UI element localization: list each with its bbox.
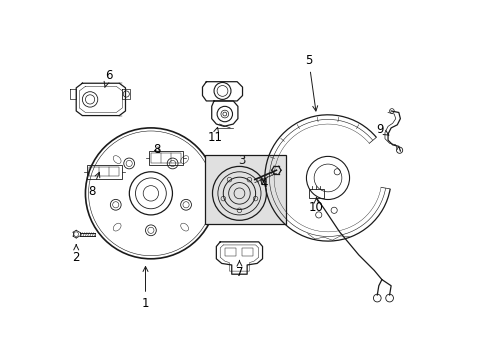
Text: 7: 7	[235, 261, 243, 279]
Bar	[224, 248, 235, 256]
Bar	[204, 155, 285, 224]
Bar	[148, 151, 183, 165]
Text: 2: 2	[72, 245, 80, 264]
Text: 9: 9	[375, 123, 388, 136]
Bar	[87, 165, 122, 179]
Bar	[308, 189, 324, 198]
Text: 6: 6	[104, 69, 112, 87]
Text: 5: 5	[305, 54, 317, 111]
Bar	[151, 153, 181, 163]
Text: 8: 8	[88, 172, 100, 198]
Text: 4: 4	[260, 177, 267, 190]
Text: 10: 10	[308, 198, 323, 214]
Text: 11: 11	[207, 127, 222, 144]
Text: 8: 8	[153, 143, 161, 156]
Text: 3: 3	[238, 154, 245, 167]
Bar	[241, 248, 252, 256]
Text: 1: 1	[142, 266, 149, 310]
Bar	[89, 167, 119, 176]
